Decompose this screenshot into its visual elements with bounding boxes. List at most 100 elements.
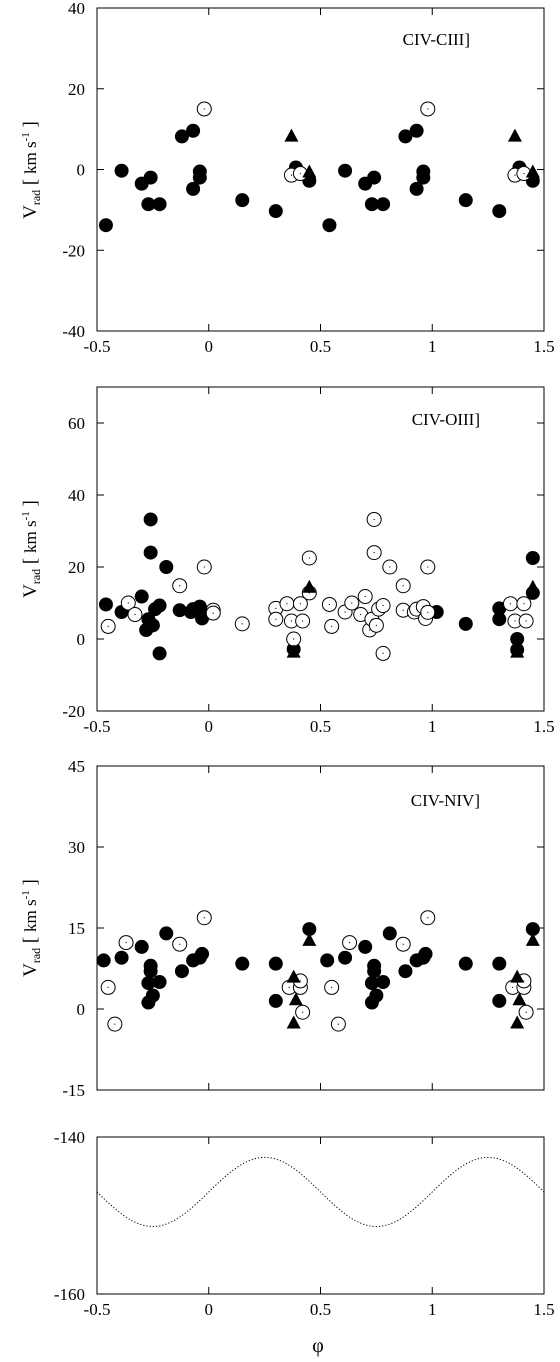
filled-circle-point [320, 953, 335, 968]
filled-triangle-point [510, 644, 525, 658]
filled-circle-point [235, 193, 250, 208]
filled-triangle-point [525, 932, 540, 946]
filled-circle-point [152, 646, 167, 661]
open-circle-center [290, 174, 293, 176]
open-circle-center [427, 611, 429, 613]
filled-triangle-point [507, 128, 522, 142]
open-circle-center [360, 613, 362, 616]
y-tick-label: 0 [77, 630, 86, 649]
open-circle-center [114, 1023, 116, 1025]
open-circle-center [402, 943, 404, 945]
y-tick-label: 0 [77, 1000, 86, 1019]
filled-circle-point [382, 926, 397, 941]
filled-circle-point [145, 988, 160, 1003]
filled-triangle-point [286, 1015, 301, 1029]
open-circle-center [402, 609, 404, 611]
open-circle-center [523, 603, 525, 605]
open-circle-center [127, 602, 129, 604]
y-tick-label: 20 [68, 558, 85, 577]
filled-triangle-point [510, 969, 525, 983]
x-tick-label: -0.5 [84, 337, 111, 356]
open-circle-center [302, 620, 304, 622]
open-circle-center [179, 943, 181, 945]
data-points [98, 101, 540, 233]
filled-circle-point [364, 197, 379, 212]
filled-circle-point [235, 956, 250, 971]
filled-circle-point [458, 616, 473, 631]
open-circle-center [337, 1023, 339, 1025]
filled-circle-point [152, 598, 167, 613]
open-circle-center [212, 612, 214, 614]
filled-circle-point [458, 956, 473, 971]
open-circle-center [125, 941, 127, 944]
y-axis-label: Vrad [ km s-1 ] [20, 121, 43, 219]
filled-circle-point [186, 123, 201, 138]
y-tick-label: -20 [62, 702, 85, 721]
filled-circle-point [141, 197, 156, 212]
x-tick-label: 0 [205, 717, 214, 736]
y-tick-label: 30 [68, 838, 85, 857]
filled-circle-point [338, 950, 353, 965]
x-tick-label: 1 [428, 717, 437, 736]
y-axis-label: Vrad [ km s-1 ] [20, 500, 43, 598]
filled-circle-point [525, 922, 540, 937]
filled-circle-point [268, 956, 283, 971]
filled-circle-point [367, 170, 382, 185]
open-circle-center [203, 566, 205, 568]
filled-circle-point [376, 975, 391, 989]
x-axis-label: φ [312, 1335, 324, 1357]
panel-title: CIV-CIII] [403, 30, 470, 49]
x-tick-label: -0.5 [84, 1300, 111, 1319]
filled-circle-point [268, 204, 283, 219]
velocity-curve-line [96, 1156, 545, 1227]
filled-circle-point [364, 976, 379, 991]
open-circle-center [286, 603, 288, 605]
filled-circle-point [302, 922, 317, 937]
plot-frame [96, 1136, 545, 1295]
filled-circle-point [358, 939, 373, 954]
filled-circle-point [458, 193, 473, 208]
filled-circle-point [398, 129, 413, 144]
y-tick-label: -160 [54, 1285, 85, 1304]
open-circle-center [107, 986, 109, 989]
open-circle-center [523, 980, 525, 982]
open-circle-center [514, 620, 516, 622]
filled-circle-point [141, 976, 156, 991]
filled-circle-point [369, 988, 384, 1003]
x-tick-label: 0.5 [310, 717, 331, 736]
open-circle-center [427, 566, 429, 568]
open-circle-center [203, 108, 205, 110]
open-circle-center [290, 620, 293, 622]
open-circle-center [328, 603, 331, 606]
x-tick-label: 1.5 [533, 1300, 554, 1319]
open-circle-center [241, 623, 243, 625]
filled-circle-point [338, 163, 353, 178]
filled-circle-point [268, 993, 283, 1008]
filled-circle-point [114, 950, 129, 965]
open-circle-center [389, 566, 391, 568]
filled-circle-point [114, 163, 129, 178]
open-circle-center [427, 108, 429, 110]
open-circle-center [331, 625, 333, 628]
filled-circle-point [492, 956, 507, 971]
filled-triangle-point [512, 992, 527, 1006]
filled-circle-point [159, 560, 174, 574]
open-circle-center [402, 585, 404, 587]
filled-circle-point [159, 926, 174, 941]
filled-triangle-point [302, 579, 317, 593]
y-tick-label: 0 [77, 161, 86, 180]
open-circle-center [427, 917, 429, 919]
filled-circle-point [152, 975, 167, 989]
x-tick-label: 1 [428, 1300, 437, 1319]
filled-circle-point [134, 589, 149, 604]
filled-circle-point [398, 964, 413, 979]
open-circle-center [293, 638, 295, 640]
y-tick-label: 20 [68, 80, 85, 99]
filled-circle-point [172, 603, 187, 618]
open-circle-center [351, 602, 353, 604]
open-circle-center [364, 595, 366, 598]
filled-triangle-point [286, 969, 301, 983]
y-tick-label: 40 [68, 486, 85, 505]
panel-velocity-curve: -0.5 0 0.5 1 1.5 -160 -140 [54, 1128, 555, 1319]
filled-circle-point [409, 181, 424, 196]
